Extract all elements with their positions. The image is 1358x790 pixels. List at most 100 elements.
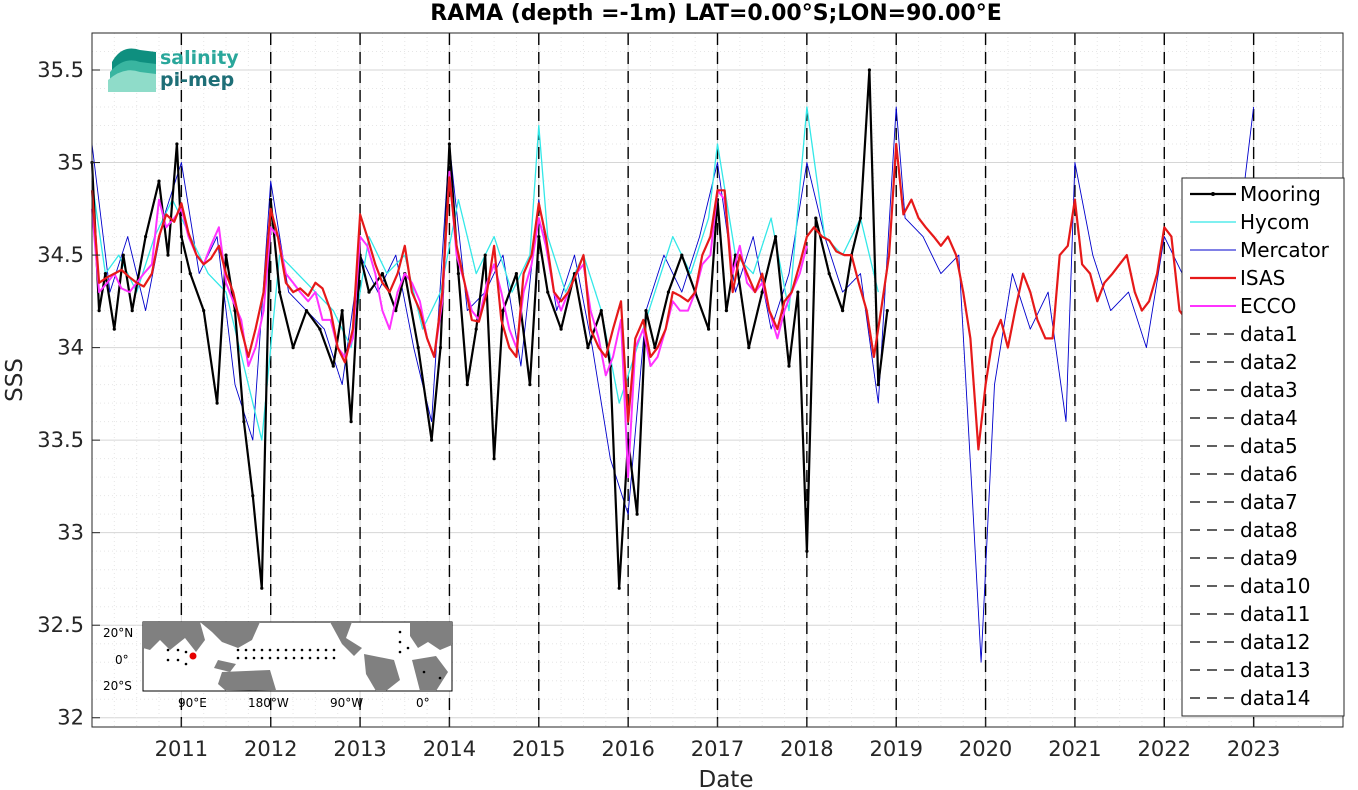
series-point-mooring — [787, 364, 791, 368]
legend-label-data12: data12 — [1240, 630, 1311, 654]
series-point-mooring — [112, 327, 116, 331]
series-point-mooring — [680, 253, 684, 257]
y-axis-ticks: 32 32.5 33 33.5 34 34.5 35 35.5 — [37, 58, 100, 730]
series-point-mooring — [599, 309, 603, 313]
series-point-mooring — [380, 272, 384, 276]
series-point-mooring — [747, 346, 751, 350]
logo-wave-icon — [108, 48, 156, 92]
y-tick-label: 35.5 — [37, 58, 84, 82]
series-point-mooring — [528, 383, 532, 387]
series-point-mooring — [331, 364, 335, 368]
legend-label-data10: data10 — [1240, 574, 1311, 598]
series-point-mooring — [514, 272, 519, 276]
inset-location-map: 20°N 0° 20°S 90°E 180°W 90°W 0° — [103, 621, 453, 710]
series-point-mooring — [474, 327, 478, 331]
series-point-mooring — [827, 272, 831, 276]
y-tick-label: 33.5 — [37, 428, 84, 452]
series-point-mooring — [483, 253, 487, 257]
series-point-mooring — [215, 401, 219, 405]
inset-map-buoys — [166, 630, 442, 680]
inset-map-location-marker — [189, 652, 197, 660]
series-point-mooring — [130, 309, 134, 313]
legend-box — [1181, 177, 1345, 717]
x-tick-label: 2013 — [333, 737, 386, 761]
series-point-mooring — [416, 346, 420, 350]
legend-label-hycom: Hycom — [1240, 210, 1310, 234]
legend-label-data5: data5 — [1240, 434, 1298, 458]
series-point-mooring — [805, 549, 809, 553]
inset-lat-label-1: 0° — [115, 653, 129, 667]
series-point-mooring — [438, 346, 443, 350]
series-point-mooring — [430, 438, 434, 442]
y-tick-label: 34.5 — [37, 243, 84, 267]
y-axis-label: SSS — [2, 358, 28, 402]
y-tick-label: 34 — [57, 336, 84, 360]
series-point-mooring — [617, 586, 621, 590]
inset-lat-label-0: 20°N — [103, 626, 133, 640]
series-lines — [90, 68, 1255, 663]
logo-line2: pi-mep — [160, 69, 234, 91]
series-line-isas — [90, 142, 1211, 451]
series-point-mooring — [774, 235, 778, 239]
series-point-mooring — [179, 235, 183, 239]
x-tick-label: 2021 — [1048, 737, 1101, 761]
legend-label-data13: data13 — [1240, 658, 1311, 682]
series-point-mooring — [224, 253, 228, 257]
series-point-mooring — [251, 494, 255, 498]
series-point-mooring — [537, 235, 541, 239]
salinity-pi-mep-logo: salinity pi-mep — [108, 47, 239, 92]
series-point-mooring — [501, 309, 505, 313]
series-point-mooring — [447, 142, 451, 146]
series-point-mooring — [367, 290, 371, 294]
x-tick-label: 2022 — [1138, 737, 1191, 761]
x-tick-label: 2018 — [780, 737, 833, 761]
series-point-mooring — [242, 420, 246, 424]
x-tick-label: 2019 — [869, 737, 922, 761]
x-axis-ticks: 2011 2012 2013 2014 2015 2016 2017 2018 2019 2020… — [155, 719, 1280, 761]
y-tick-label: 35 — [57, 151, 84, 175]
series-point-mooring — [760, 290, 764, 294]
legend-label-data3: data3 — [1240, 378, 1298, 402]
series-point-mooring — [635, 512, 639, 516]
series-line-mercator — [91, 106, 1255, 663]
series-point-mooring — [394, 309, 398, 313]
series-point-mooring — [349, 420, 353, 424]
series-point-mooring — [278, 290, 282, 294]
legend-swatch-marker — [1211, 192, 1215, 196]
legend-label-mercator: Mercator — [1240, 238, 1330, 262]
x-axis-label: Date — [699, 767, 754, 790]
series-point-mooring — [188, 272, 192, 276]
series-point-mooring — [291, 346, 295, 350]
x-tick-label: 2014 — [423, 737, 476, 761]
chart-title: RAMA (depth =-1m) LAT=0.00°S;LON=90.00°E — [430, 1, 1001, 26]
y-tick-label: 33 — [57, 521, 84, 545]
x-tick-label: 2020 — [959, 737, 1012, 761]
series-point-mooring — [707, 327, 711, 331]
series-point-mooring — [724, 309, 729, 313]
legend-label-data9: data9 — [1240, 546, 1298, 570]
inset-lon-label-1: 180°W — [248, 696, 289, 710]
series-point-mooring — [885, 309, 889, 313]
y-tick-label: 32.5 — [37, 613, 84, 637]
series-line-ecco — [91, 170, 808, 479]
legend-label-data8: data8 — [1240, 518, 1298, 542]
legend-label-data7: data7 — [1240, 490, 1298, 514]
series-point-mooring — [202, 309, 206, 313]
series-point-mooring — [103, 272, 107, 276]
series-point-mooring — [121, 253, 125, 257]
series-point-mooring — [144, 235, 148, 239]
series-point-mooring — [340, 309, 344, 313]
series-point-mooring — [814, 216, 818, 220]
x-tick-label: 2012 — [244, 737, 297, 761]
inset-lon-label-0: 90°E — [178, 696, 207, 710]
legend: Mooring Hycom Mercator ISAS ECCO data1 data2 da… — [1181, 177, 1345, 717]
series-point-mooring — [175, 142, 179, 146]
y-tick-label: 32 — [57, 706, 84, 730]
series-point-mooring — [559, 327, 563, 331]
series-point-mooring — [796, 290, 800, 294]
legend-label-mooring: Mooring — [1240, 182, 1321, 206]
series-point-mooring — [456, 272, 460, 276]
inset-lon-label-2: 90°W — [330, 696, 363, 710]
inset-lon-label-3: 0° — [416, 696, 430, 710]
